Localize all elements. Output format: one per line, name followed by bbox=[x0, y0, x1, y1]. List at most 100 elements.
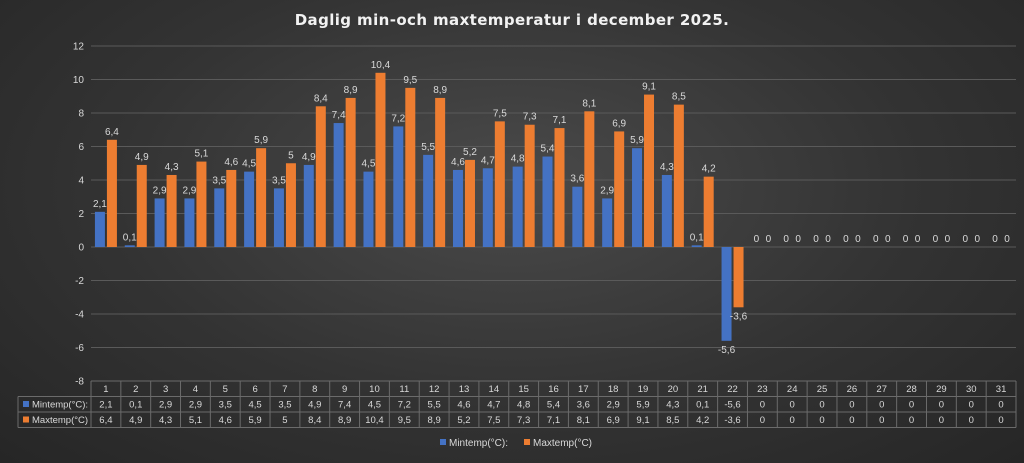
legend-swatch bbox=[440, 439, 446, 445]
chart-title: Daglig min-och maxtemperatur i december … bbox=[295, 11, 730, 29]
table-cell: 5,4 bbox=[547, 400, 560, 411]
bar-min bbox=[154, 198, 165, 247]
bar-min bbox=[602, 198, 613, 247]
table-header-cell: 8 bbox=[312, 384, 317, 395]
bar-max bbox=[345, 97, 356, 247]
table-cell: 0 bbox=[998, 400, 1003, 411]
max-data-label: 0 bbox=[885, 234, 891, 245]
table-cell: 0 bbox=[939, 415, 944, 426]
table-header-cell: 6 bbox=[252, 384, 257, 395]
max-data-label: 6,9 bbox=[612, 118, 626, 129]
max-data-label: 8,9 bbox=[433, 85, 447, 96]
bar-min bbox=[124, 245, 135, 247]
table-cell: 2,9 bbox=[189, 400, 202, 411]
bar-min bbox=[273, 188, 284, 247]
bar-min bbox=[94, 211, 105, 247]
min-data-label: 0 bbox=[873, 234, 879, 245]
table-cell: 3,6 bbox=[577, 400, 590, 411]
bar-min bbox=[363, 171, 374, 247]
max-data-label: 0 bbox=[974, 234, 980, 245]
bar-max bbox=[703, 176, 714, 247]
max-data-label: 5,9 bbox=[254, 135, 268, 146]
min-data-label: 4,7 bbox=[481, 155, 495, 166]
table-header-cell: 4 bbox=[193, 384, 198, 395]
bar-max bbox=[614, 131, 625, 247]
bars bbox=[94, 72, 744, 341]
bar-max bbox=[644, 94, 655, 247]
table-cell: 9,1 bbox=[636, 415, 649, 426]
bar-max bbox=[435, 97, 446, 247]
bar-max bbox=[584, 111, 595, 247]
y-tick-label: 4 bbox=[78, 176, 84, 187]
bar-min bbox=[333, 123, 344, 247]
legend-swatch bbox=[524, 439, 530, 445]
table-cell: 0 bbox=[879, 415, 884, 426]
bar-max bbox=[106, 139, 117, 247]
min-data-label: 4,6 bbox=[451, 157, 465, 168]
min-data-label: 3,5 bbox=[212, 175, 226, 186]
max-data-label: 9,5 bbox=[403, 75, 417, 86]
table-cell: 8,4 bbox=[308, 415, 321, 426]
table-legend-key bbox=[23, 401, 29, 407]
table-cell: 5,2 bbox=[457, 415, 470, 426]
bar-min bbox=[542, 156, 553, 247]
table-cell: 4,8 bbox=[517, 400, 530, 411]
bar-min bbox=[393, 126, 404, 247]
table-cell: 0,1 bbox=[129, 400, 142, 411]
max-data-label: 0 bbox=[1004, 234, 1010, 245]
bar-min bbox=[721, 247, 732, 341]
table-cell: 4,9 bbox=[308, 400, 321, 411]
table-cell: 4,3 bbox=[666, 400, 679, 411]
table-header-cell: 12 bbox=[429, 384, 440, 395]
max-data-label: 0 bbox=[766, 234, 772, 245]
max-data-label: 5 bbox=[288, 150, 294, 161]
min-data-label: 4,8 bbox=[511, 154, 525, 165]
table-cell: 4,9 bbox=[129, 415, 142, 426]
bar-max bbox=[315, 106, 326, 247]
max-data-label: 5,1 bbox=[194, 149, 208, 160]
min-data-label: 0 bbox=[783, 234, 789, 245]
table-cell: 7,2 bbox=[398, 400, 411, 411]
table-header-cell: 13 bbox=[459, 384, 470, 395]
table-cell: 8,5 bbox=[666, 415, 679, 426]
min-data-label: 4,3 bbox=[660, 162, 674, 173]
table-cell: 7,3 bbox=[517, 415, 530, 426]
table-row-label: Mintemp(°C): bbox=[32, 400, 88, 411]
bar-min bbox=[244, 171, 255, 247]
legend-label: Maxtemp(°C) bbox=[533, 438, 592, 449]
table-header-cell: 15 bbox=[518, 384, 529, 395]
y-axis: 12 10 8 6 4 2 0 -2 -4 -6 -8 bbox=[73, 42, 85, 388]
y-tick-label: 6 bbox=[78, 142, 84, 153]
table-cell: 0 bbox=[879, 400, 884, 411]
bar-max bbox=[196, 161, 207, 247]
y-tick-label: 10 bbox=[73, 75, 85, 86]
y-tick-label: -2 bbox=[75, 276, 84, 287]
legend: Mintemp(°C): Maxtemp(°C) bbox=[440, 438, 592, 449]
min-data-label: 0 bbox=[754, 234, 760, 245]
table-header-cell: 23 bbox=[757, 384, 768, 395]
max-data-label: 4,3 bbox=[165, 162, 179, 173]
bar-max bbox=[226, 169, 237, 247]
table-cell: 0 bbox=[849, 400, 854, 411]
table-cell: 10,4 bbox=[365, 415, 384, 426]
table-cell: 4,3 bbox=[159, 415, 172, 426]
min-data-label: 4,9 bbox=[302, 152, 316, 163]
min-data-label: 0 bbox=[962, 234, 968, 245]
table-header-cell: 3 bbox=[163, 384, 168, 395]
table-cell: 7,5 bbox=[487, 415, 500, 426]
table-cell: 4,6 bbox=[457, 400, 470, 411]
max-data-label: 0 bbox=[915, 234, 921, 245]
table-header-cell: 10 bbox=[369, 384, 380, 395]
table-cell: 3,5 bbox=[278, 400, 291, 411]
table-cell: 0 bbox=[998, 415, 1003, 426]
min-data-label: 5,9 bbox=[630, 135, 644, 146]
max-data-label: 7,5 bbox=[493, 108, 507, 119]
table-header-cell: 26 bbox=[847, 384, 858, 395]
min-data-label: 0,1 bbox=[123, 232, 137, 243]
bar-min bbox=[482, 168, 493, 247]
table-cell: 4,5 bbox=[368, 400, 381, 411]
min-data-label: 3,6 bbox=[570, 174, 584, 185]
table-cell: 3,5 bbox=[219, 400, 232, 411]
table-cell: 6,9 bbox=[607, 415, 620, 426]
table-cell: 0 bbox=[819, 415, 824, 426]
